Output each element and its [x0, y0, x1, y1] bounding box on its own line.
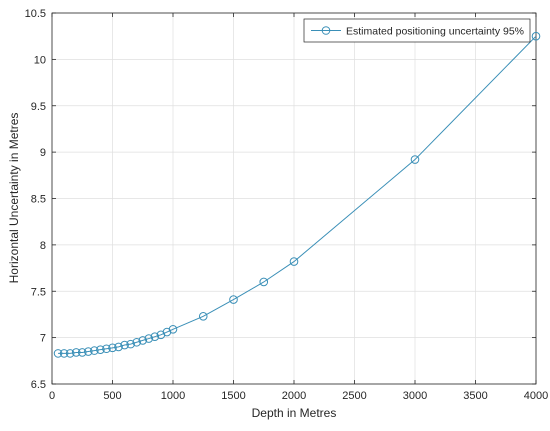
x-tick-label: 500: [103, 390, 121, 402]
axis-ticks: 0 500 1000 1500 2000 2500 3000 3500 4000 6.5 7 7.5 8…: [25, 8, 549, 402]
y-tick-label: 8: [40, 240, 46, 252]
data-point: [132, 337, 141, 347]
data-point: [84, 347, 93, 356]
data-point: [531, 31, 541, 41]
data-point: [65, 349, 75, 358]
y-tick-label: 9: [40, 147, 46, 159]
y-axis-label: Horizontal Uncertainty in Metres: [7, 113, 21, 284]
data-point: [77, 348, 87, 357]
x-tick-label: 4000: [524, 390, 548, 402]
x-tick-label: 0: [49, 390, 55, 402]
y-tick-label: 7.5: [31, 286, 46, 298]
data-point: [120, 340, 129, 350]
y-tick-label: 8.5: [31, 194, 46, 206]
data-point: [102, 344, 111, 354]
data-point: [90, 346, 99, 355]
x-tick-label: 2500: [342, 390, 366, 402]
data-point: [259, 277, 269, 287]
data-point: [96, 345, 105, 354]
data-point: [114, 342, 123, 352]
y-tick-label: 10: [34, 54, 46, 66]
series-line: [58, 35, 537, 354]
x-tick-label: 2000: [282, 390, 306, 402]
x-tick-label: 3000: [403, 390, 427, 402]
data-point: [168, 324, 178, 334]
legend-box: [303, 18, 531, 43]
data-point: [144, 334, 154, 343]
data-point: [198, 311, 208, 321]
data-point: [150, 332, 160, 341]
x-axis-label: Depth in Metres: [252, 406, 337, 420]
legend: Estimated positioning uncertainty 95%: [303, 18, 531, 43]
data-point: [289, 257, 299, 266]
data-point: [108, 343, 117, 353]
y-tick-label: 7: [40, 333, 46, 345]
series: [53, 31, 541, 358]
legend-marker-swatch: [321, 26, 331, 35]
data-point: [71, 348, 81, 357]
data-point: [126, 339, 135, 349]
y-tick-label: 9.5: [31, 101, 46, 113]
y-tick-label: 6.5: [31, 379, 46, 391]
data-point: [59, 349, 69, 358]
y-tick-label: 10.5: [25, 8, 46, 20]
data-point: [138, 336, 148, 345]
data-point: [410, 155, 420, 164]
data-point: [53, 349, 63, 358]
data-point: [229, 295, 238, 304]
legend-entry-label: Estimated positioning uncertainty 95%: [346, 26, 524, 38]
x-tick-label: 1500: [221, 390, 245, 402]
x-tick-label: 3500: [463, 390, 487, 402]
x-tick-label: 1000: [161, 390, 185, 402]
